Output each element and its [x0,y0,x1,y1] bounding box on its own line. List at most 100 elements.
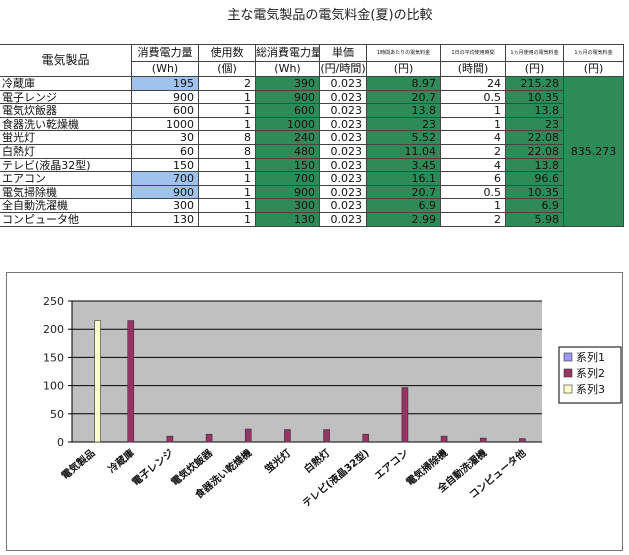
table-cell: 5.52 [367,131,441,145]
table-cell: 195 [132,77,199,91]
table-cell: 23 [506,117,564,132]
table-cell: 900 [132,185,199,200]
header-unit-7: (円) [506,62,564,77]
y-tick-label-1: 50 [50,408,64,421]
table-cell: 1 [199,199,256,213]
table-cell: 24 [441,77,506,91]
header-unit-4: (円/時間) [320,62,367,77]
table-cell: 0.023 [320,172,367,186]
header-unit-6: (時間) [441,62,506,77]
legend-label-2: 系列3 [576,382,605,396]
table-cell: 900 [256,185,320,200]
table-cell: 20.7 [367,90,441,105]
legend-swatch-1 [563,368,573,378]
table-cell: 1 [441,117,506,132]
table-cell: 0.023 [320,213,367,227]
chart-container: 0 50 100 150 200 250 電気製品 冷蔵庫 電子レンジ 電気炊飯器 食器洗い乾燥機蛍… [6,272,623,551]
header-unit-8: (円) [564,62,624,77]
header-top-1: 消費電力量 [132,44,199,62]
bar-系列2-7 [362,433,370,443]
table-cell: 5.98 [506,213,564,227]
y-tick-label-4: 200 [43,323,64,336]
table-cell: 22.08 [506,145,564,159]
product-name: 全自動洗濯機 [0,199,132,213]
table-cell: 0.023 [320,117,367,132]
x-category-label-5: 蛍光灯 [262,446,293,475]
table-cell: 390 [256,77,320,91]
legend-label-1: 系列2 [576,366,605,380]
y-tick-label-5: 250 [43,295,64,308]
table-cell: 4 [441,158,506,173]
table-cell: 6.9 [367,199,441,213]
header-unit-2: (個) [199,62,256,77]
product-name: 食器洗い乾燥機 [0,117,132,132]
table-cell: 215.28 [506,77,564,91]
product-name: コンピュータ他 [0,213,132,227]
table-cell: 30 [132,131,199,145]
header-top-2: 使用数 [199,44,256,62]
table-cell: 10.35 [506,185,564,200]
product-name: 電子レンジ [0,90,132,105]
header-unit-1: (Wh) [132,62,199,77]
header-unit-5: (円) [367,62,441,77]
bar-系列2-9 [440,435,448,443]
legend-swatch-2 [563,384,573,394]
product-name: 電気炊飯器 [0,104,132,118]
header-top-6: 1日の平均使用時間 [441,44,506,62]
table-cell: 2.99 [367,213,441,227]
product-name: エアコン [0,172,132,186]
spreadsheet: 主な電気製品の電気料金(夏)の比較 電気製品 消費電力量 (Wh) 使用数 (個) 総消費… [0,0,629,270]
table-cell: 1 [199,185,256,200]
table-cell: 20.7 [367,185,441,200]
table-cell: 8 [199,131,256,145]
y-tick-label-3: 150 [43,351,64,364]
header-top-8: 1ヵ月の電気料金 [564,44,624,62]
table-cell: 13.8 [506,158,564,173]
table-cell: 0.023 [320,77,367,91]
table-cell: 16.1 [367,172,441,186]
table-cell: 700 [132,172,199,186]
x-category-label-7: テレビ(液晶32型) [300,446,372,509]
table-cell: 600 [256,104,320,118]
monthly-total: 835.273 [564,77,624,227]
table-cell: 3.45 [367,158,441,173]
table-cell: 96.6 [506,172,564,186]
table-cell: 0.023 [320,158,367,173]
table-cell: 0.023 [320,199,367,213]
legend-label-0: 系列1 [576,350,605,364]
table-cell: 4 [441,131,506,145]
plot-area [72,301,542,442]
table-cell: 1 [441,104,506,118]
x-category-label-1: 冷蔵庫 [105,446,136,475]
table-cell: 0.023 [320,131,367,145]
table-cell: 1000 [256,117,320,132]
table-cell: 6.9 [506,199,564,213]
product-name: 電気掃除機 [0,185,132,200]
product-name: テレビ(液晶32型) [0,158,132,173]
table-cell: 0.023 [320,90,367,105]
table-cell: 1 [199,158,256,173]
table-cell: 0.023 [320,145,367,159]
table-cell: 480 [256,145,320,159]
table-cell: 130 [256,213,320,227]
y-tick-label-2: 100 [43,380,64,393]
table-cell: 300 [132,199,199,213]
bar-系列2-2 [166,435,174,443]
bar-chart: 050100150200250電気製品 冷蔵庫電子レンジ電気炊飯器食器洗い乾燥機蛍… [43,295,622,510]
table-top-border [0,44,624,45]
table-cell: 0.5 [441,185,506,200]
table-cell: 900 [256,90,320,105]
table-cell: 23 [367,117,441,132]
table-cell: 130 [132,213,199,227]
table-cell: 150 [256,158,320,173]
table-cell: 6 [441,172,506,186]
bar-系列2-6 [323,429,330,443]
table-cell: 8.97 [367,77,441,91]
table-cell: 300 [256,199,320,213]
x-category-label-6: 白熱灯 [301,446,332,475]
bar-系列2-5 [284,429,291,443]
bar-系列2-11 [519,438,526,443]
table-cell: 13.8 [367,104,441,118]
header-top-3: 総消費電力量 [256,44,320,62]
table-cell: 22.08 [506,131,564,145]
